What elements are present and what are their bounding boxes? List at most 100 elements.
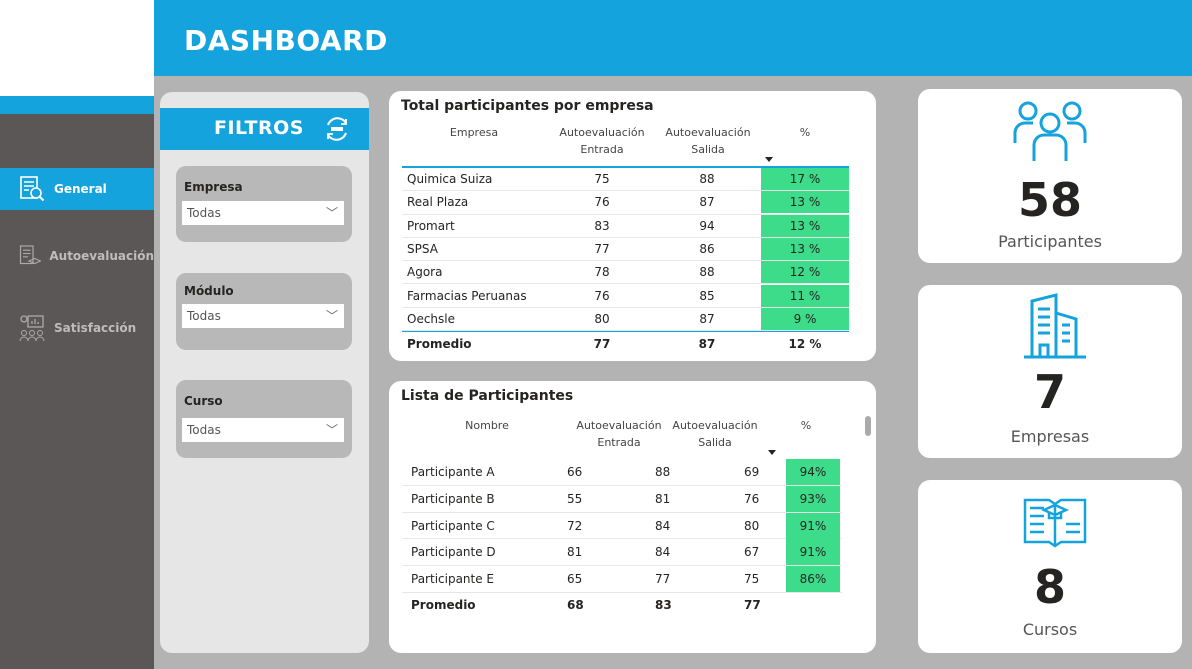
pct-cell: 91% (786, 512, 840, 539)
kpi-participantes: 58 Participantes (918, 89, 1182, 263)
pct-cell: 12 % (761, 261, 849, 284)
sidebar-item-general[interactable]: General (0, 168, 154, 210)
pct-cell: 11 % (761, 284, 849, 307)
sort-desc-icon[interactable] (768, 450, 776, 455)
dropdown-value: Todas (187, 423, 221, 437)
table-row[interactable]: Participante E 65 77 75 86% (402, 566, 842, 593)
filters-panel: FILTROS Empresa Todas ﹀ Módulo Todas ﹀ Cur… (160, 92, 369, 653)
table-row[interactable]: SPSA 77 86 13 % (402, 237, 849, 262)
column-header-pct[interactable]: % (799, 126, 811, 139)
salida-cell: 76 (744, 491, 760, 506)
salida-cell: 69 (744, 465, 760, 479)
filter-modulo: Módulo Todas ﹀ (176, 273, 352, 350)
sort-desc-icon[interactable] (765, 157, 773, 162)
column-header-pct[interactable]: % (800, 419, 812, 432)
kpi-cursos: 8 Cursos (918, 480, 1182, 653)
total-row: Promedio 77 87 12 % (402, 331, 849, 355)
entrada-cell: 78 (594, 265, 610, 280)
total-pct: 12 % (788, 337, 822, 351)
refresh-icon[interactable] (322, 114, 352, 144)
modulo-dropdown[interactable]: Todas ﹀ (182, 304, 344, 328)
nombre-cell: Participante C (411, 518, 495, 533)
total-label: Promedio (411, 598, 476, 612)
table-row[interactable]: Participante B 55 81 76 93% (402, 485, 842, 513)
table-row[interactable]: Quimica Suiza 75 88 17 % (402, 168, 849, 192)
column-header-empresa[interactable]: Empresa (449, 126, 499, 139)
salida-cell: 88 (699, 172, 715, 186)
pct-cell: 93% (786, 485, 840, 512)
table-row[interactable]: Participante D 81 84 67 91% (402, 539, 842, 567)
column-header-salida[interactable]: Autoevaluación Salida (672, 419, 758, 449)
book-icon (1023, 498, 1087, 548)
header-bar (154, 0, 1192, 76)
table-row[interactable]: Promart 83 94 13 % (402, 214, 849, 238)
nombre-cell: Participante B (411, 491, 495, 506)
document-search-icon (20, 176, 45, 202)
presentation-icon (19, 315, 45, 342)
kpi-empresas: 7 Empresas (918, 285, 1182, 458)
table-row[interactable]: Oechsle 80 87 9 % (402, 307, 849, 332)
sidebar-item-autoevaluacion[interactable]: Autoevaluación (0, 235, 154, 277)
filter-curso: Curso Todas ﹀ (176, 380, 352, 458)
empresa-cell: Real Plaza (407, 195, 469, 210)
sidebar-item-label: Satisfacción (54, 321, 137, 335)
table-row[interactable]: Agora 78 88 12 % (402, 261, 849, 285)
pct-cell: 13 % (761, 237, 849, 260)
entrada-cell: 76 (594, 195, 610, 210)
pct-cell: 86% (786, 566, 840, 593)
dropdown-value: Todas (187, 309, 221, 323)
column-header-entrada[interactable]: Autoevaluación Entrada (559, 126, 645, 156)
people-group-icon (1013, 101, 1087, 161)
chevron-down-icon: ﹀ (325, 309, 338, 323)
value-cell: 66 (567, 465, 583, 479)
empresas-table-card: Total participantes por empresa Empresa … (389, 91, 876, 361)
table-row[interactable]: Participante C 72 84 80 91% (402, 512, 842, 540)
table-title: Lista de Participantes (401, 388, 574, 404)
scrollbar[interactable] (865, 416, 871, 436)
total-value: 68 (567, 598, 584, 612)
kpi-value: 58 (1017, 173, 1082, 227)
filters-title: FILTROS (214, 117, 304, 139)
salida-cell: 80 (744, 518, 760, 533)
curso-dropdown[interactable]: Todas ﹀ (182, 418, 344, 442)
value-cell: 72 (567, 518, 583, 533)
column-header-nombre[interactable]: Nombre (465, 419, 509, 432)
document-graduation-icon (19, 245, 42, 265)
entrada-cell: 76 (594, 288, 610, 303)
table-row[interactable]: Real Plaza 76 87 13 % (402, 191, 849, 215)
entrada-cell: 84 (655, 545, 671, 560)
sidebar-item-label: Autoevaluación (49, 249, 154, 263)
empresa-cell: Quimica Suiza (407, 172, 493, 186)
empresa-cell: Farmacias Peruanas (407, 288, 527, 303)
entrada-cell: 81 (655, 491, 671, 506)
page-title: DASHBOARD (184, 24, 388, 57)
table-row[interactable]: Farmacias Peruanas 76 85 11 % (402, 284, 849, 308)
dropdown-value: Todas (187, 206, 221, 220)
filter-empresa: Empresa Todas ﹀ (176, 166, 352, 242)
total-row: Promedio 68 83 77 (402, 593, 842, 619)
salida-cell: 75 (744, 572, 760, 587)
column-header-entrada[interactable]: Autoevaluación Entrada (576, 419, 662, 449)
pct-cell: 17 % (761, 168, 849, 190)
empresa-dropdown[interactable]: Todas ﹀ (182, 201, 344, 225)
value-cell: 55 (567, 491, 583, 506)
table-row[interactable]: Participante A 66 88 69 94% (402, 459, 842, 486)
sidebar: General Autoevaluación Satisfacción (0, 114, 154, 669)
total-entrada: 77 (593, 337, 611, 351)
total-salida: 77 (744, 598, 761, 612)
chevron-down-icon: ﹀ (325, 206, 338, 220)
pct-cell: 94% (786, 459, 840, 485)
salida-cell: 94 (699, 218, 715, 233)
filter-label: Curso (184, 394, 223, 408)
kpi-value: 7 (1033, 365, 1066, 419)
entrada-cell: 84 (655, 518, 671, 533)
salida-cell: 87 (699, 311, 715, 326)
column-header-salida[interactable]: Autoevaluación Salida (665, 126, 751, 156)
entrada-cell: 77 (655, 572, 671, 587)
chevron-down-icon: ﹀ (325, 423, 338, 437)
empresa-cell: SPSA (407, 241, 438, 256)
entrada-cell: 75 (594, 172, 610, 186)
sidebar-item-satisfaccion[interactable]: Satisfacción (0, 307, 154, 349)
filters-header: FILTROS (160, 108, 369, 150)
empresa-cell: Oechsle (407, 311, 455, 326)
